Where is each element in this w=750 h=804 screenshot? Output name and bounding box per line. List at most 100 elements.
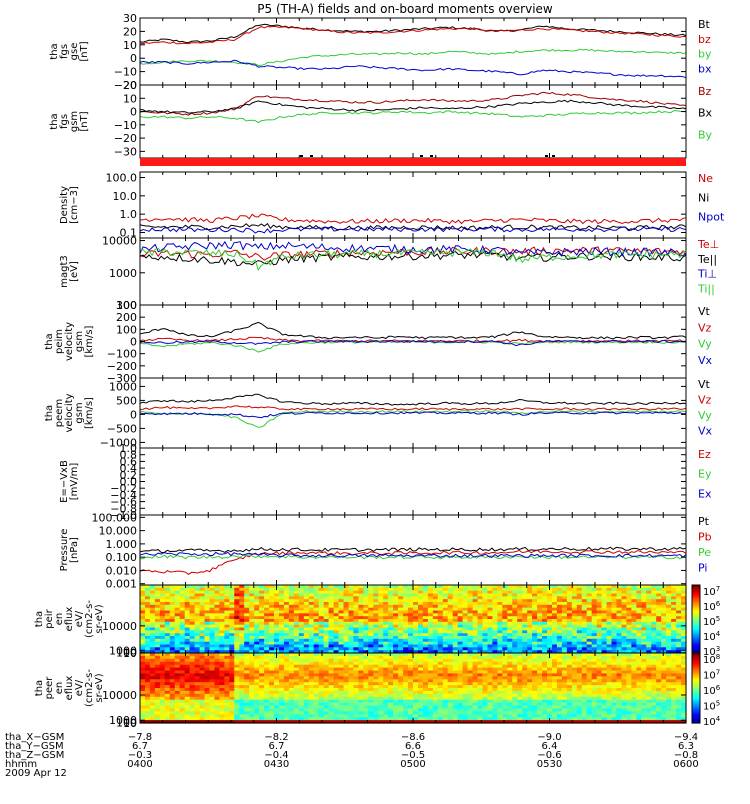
heatmap-cell — [453, 647, 459, 650]
heatmap-cell — [488, 630, 494, 633]
heatmap-cell — [274, 605, 280, 608]
heatmap-cell — [671, 596, 677, 599]
heatmap-cell — [289, 647, 295, 650]
heatmap-cell — [527, 630, 533, 633]
legend-fgs-gse-1: bz — [698, 33, 711, 46]
heatmap-cell — [502, 613, 508, 616]
heatmap-cell — [497, 622, 503, 625]
heatmap-cell — [279, 596, 285, 599]
legend-pressure-0: Pt — [698, 515, 710, 528]
panel-density-plot — [140, 214, 686, 233]
heatmap-cell — [597, 613, 603, 616]
panel-pressure-plot — [140, 547, 686, 574]
heatmap-cell — [269, 639, 275, 642]
heatmap-cell — [294, 647, 300, 650]
legend-pressure-1: Pb — [698, 531, 712, 544]
heatmap-cell — [607, 647, 613, 650]
heatmap-cell — [254, 694, 260, 698]
heatmap-cell — [229, 630, 235, 633]
heatmap-cell — [234, 676, 240, 680]
heatmap-cell — [522, 596, 528, 599]
heatmap-cell — [344, 676, 350, 680]
colorbar-label: 106 — [703, 600, 721, 613]
colorbar-label: 104 — [703, 630, 721, 643]
heatmap-cell — [373, 622, 379, 625]
heatmap-cell — [552, 630, 558, 633]
heatmap-cell — [671, 622, 677, 625]
heatmap-cell — [597, 596, 603, 599]
heatmap-cell — [398, 639, 404, 642]
panel-2-ytick-label: 100.0 — [106, 172, 138, 185]
heatmap-cell — [284, 605, 290, 608]
heatmap-cell — [259, 639, 265, 642]
heatmap-cell — [537, 647, 543, 650]
heatmap-cell — [393, 647, 399, 650]
heatmap-cell — [324, 639, 330, 642]
heatmap-cell — [403, 596, 409, 599]
heatmap-cell — [587, 605, 593, 608]
heatmap-cell — [661, 647, 667, 650]
heatmap-cell — [368, 711, 374, 715]
heatmap-cell — [274, 630, 280, 633]
heatmap-cell — [641, 596, 647, 599]
heatmap-cell — [210, 613, 216, 616]
heatmap-cell — [423, 613, 429, 616]
heatmap-cell — [393, 639, 399, 642]
heatmap-cell — [299, 622, 305, 625]
heatmap-cell — [636, 630, 642, 633]
heatmap-cell — [517, 630, 523, 633]
heatmap-cell — [636, 605, 642, 608]
heatmap-cell — [507, 605, 513, 608]
heatmap-cell — [428, 694, 434, 698]
heatmap-cell — [388, 694, 394, 698]
heatmap-cell — [448, 588, 454, 591]
heatmap-cell — [572, 622, 578, 625]
heatmap-cell — [264, 676, 270, 680]
heatmap-cell — [180, 694, 186, 698]
heatmap-cell — [502, 588, 508, 591]
heatmap-cell — [483, 639, 489, 642]
panel-1-ytick-label: −20 — [114, 132, 137, 145]
heatmap-cell — [443, 647, 449, 650]
heatmap-cell — [458, 659, 464, 663]
heatmap-cell — [557, 605, 563, 608]
heatmap-cell — [413, 605, 419, 608]
heatmap-cell — [299, 676, 305, 680]
heatmap-cell — [617, 639, 623, 642]
heatmap-cell — [403, 647, 409, 650]
heatmap-cell — [190, 605, 196, 608]
heatmap-cell — [497, 588, 503, 591]
heatmap-cell — [453, 605, 459, 608]
heatmap-cell — [438, 711, 444, 715]
heatmap-cell — [383, 613, 389, 616]
heatmap-cell — [180, 676, 186, 680]
heatmap-cell — [478, 622, 484, 625]
heatmap-cell — [289, 613, 295, 616]
heatmap-cell — [264, 605, 270, 608]
heatmap-cell — [244, 596, 250, 599]
heatmap-cell — [368, 596, 374, 599]
heatmap-cell — [448, 647, 454, 650]
heatmap-cell — [195, 588, 201, 591]
heatmap-cell — [353, 694, 359, 698]
heatmap-cell — [448, 613, 454, 616]
heatmap-cell — [304, 639, 310, 642]
heatmap-cell — [408, 605, 414, 608]
heatmap-cell — [353, 596, 359, 599]
heatmap-cell — [378, 647, 384, 650]
heatmap-cell — [438, 639, 444, 642]
heatmap-cell — [150, 596, 156, 599]
heatmap-cell — [378, 639, 384, 642]
heatmap-cell — [661, 605, 667, 608]
heatmap-cell — [353, 711, 359, 715]
heatmap-cell — [676, 596, 682, 599]
heatmap-cell — [383, 639, 389, 642]
heatmap-cell — [185, 694, 191, 698]
heatmap-cell — [215, 588, 221, 591]
heatmap-cell — [195, 639, 201, 642]
heatmap-cell — [418, 694, 424, 698]
heatmap-cell — [219, 659, 225, 663]
legend-ion-velocity-1: Vz — [698, 321, 712, 334]
heatmap-cell — [676, 647, 682, 650]
